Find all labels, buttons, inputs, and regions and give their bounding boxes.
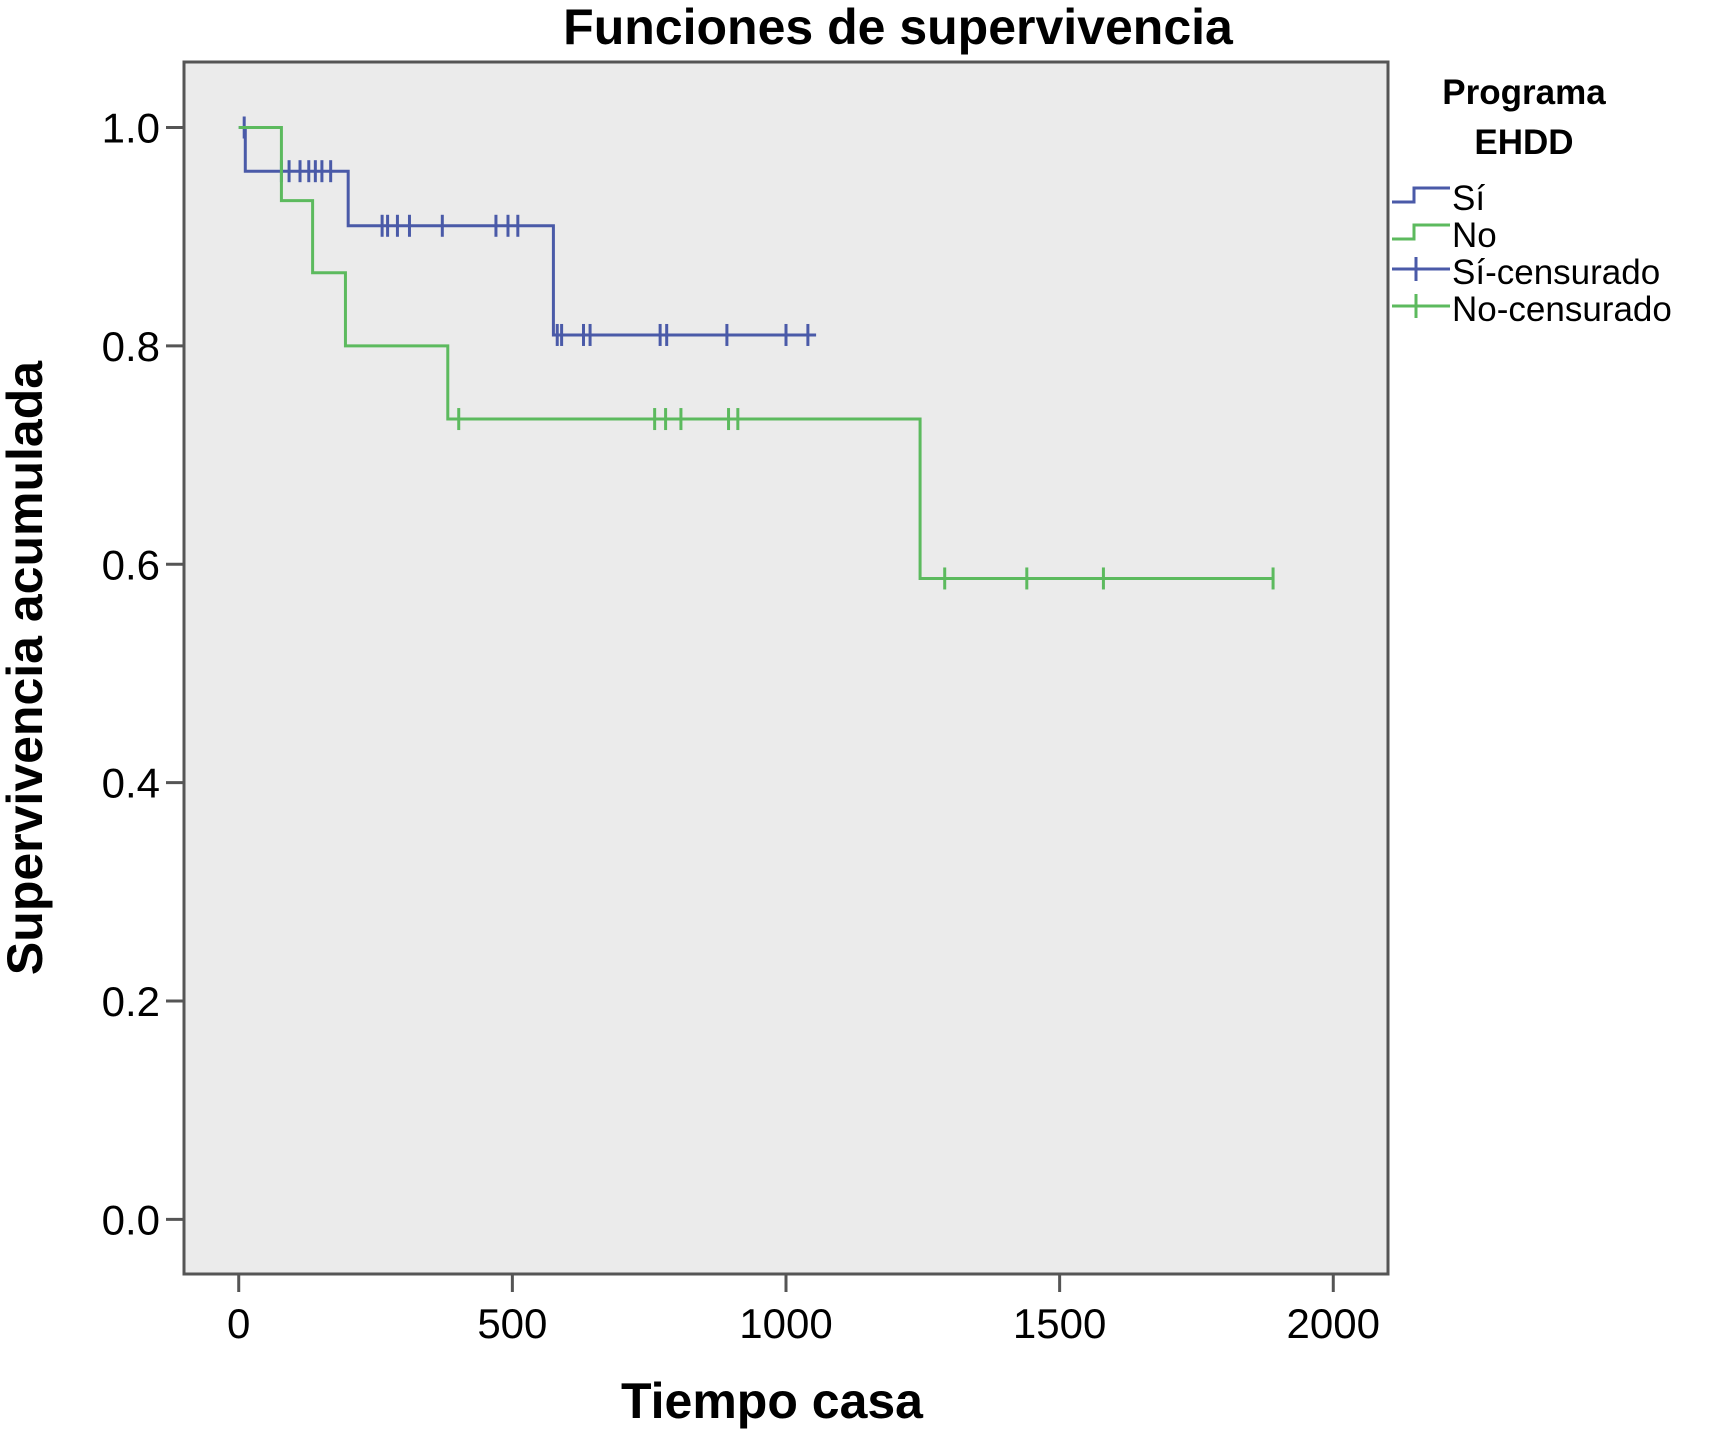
x-axis-title: Tiempo casa bbox=[621, 1373, 924, 1429]
chart-title: Funciones de supervivencia bbox=[563, 0, 1234, 55]
legend-step-symbol bbox=[1392, 186, 1450, 204]
legend-title-line-1: Programa bbox=[1442, 73, 1606, 112]
x-tick-label: 2000 bbox=[1287, 1300, 1380, 1347]
y-tick-label: 0.8 bbox=[102, 323, 160, 370]
plot-area bbox=[182, 60, 1390, 1276]
series-layer bbox=[238, 116, 1275, 590]
x-axis: 0 500 1000 1500 2000 bbox=[227, 1274, 1380, 1347]
legend-label: Sí-censurado bbox=[1452, 253, 1660, 292]
series-1-step-line bbox=[238, 126, 1274, 580]
x-tick-label: 0 bbox=[227, 1300, 250, 1347]
y-axis: 0.0 0.2 0.4 0.6 0.8 1.0 bbox=[102, 105, 184, 1243]
y-tick-label: 1.0 bbox=[102, 105, 160, 152]
y-tick-label: 0.4 bbox=[102, 760, 160, 807]
y-tick-label: 0.0 bbox=[102, 1196, 160, 1243]
x-tick-label: 1500 bbox=[1013, 1300, 1106, 1347]
legend-label: No-censurado bbox=[1452, 290, 1672, 329]
y-tick-label: 0.6 bbox=[102, 541, 160, 588]
x-tick-label: 500 bbox=[477, 1300, 547, 1347]
legend-label: Sí bbox=[1452, 179, 1485, 218]
y-axis-title: Supervivencia acumulada bbox=[0, 360, 53, 975]
x-tick-label: 1000 bbox=[739, 1300, 832, 1347]
legend-title-line-2: EHDD bbox=[1474, 123, 1573, 162]
legend-label: No bbox=[1452, 216, 1497, 255]
legend-step-symbol bbox=[1392, 223, 1450, 241]
y-tick-label: 0.2 bbox=[102, 978, 160, 1025]
legend: Programa EHDD SíNoSí-censuradoNo-censura… bbox=[1392, 73, 1672, 329]
